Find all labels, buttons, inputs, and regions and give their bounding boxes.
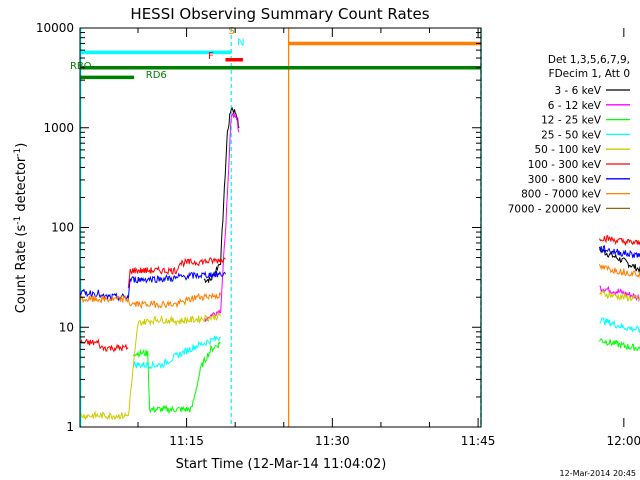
legend-header-decimation: FDecim 1, Att 0 [549,68,630,80]
legend-label-100-300-kev: 100 - 300 keV [528,159,602,171]
series-100-300-kev-segment-2 [127,257,226,289]
timestamp-stamp: 12-Mar-2014 20:45 [560,469,637,478]
legend-label-12-25-kev: 12 - 25 keV [541,115,602,127]
series-800-7000-kev-segment-1 [80,292,222,310]
legend-label-25-50-kev: 25 - 50 keV [541,129,602,141]
x-tick-label-11-15: 11:15 [169,434,204,448]
y-tick-label-1000: 1000 [43,121,74,135]
series-6-12-kev-segment-2 [599,285,640,303]
y-axis-label-mid: detector [14,156,29,216]
flag-label-s-1: S [228,26,234,37]
y-axis-label-sup1: -1 [13,216,23,225]
legend-label-6-12-kev: 6 - 12 keV [548,100,602,112]
y-axis-label-end: ) [14,143,29,148]
series-100-300-kev-segment-1 [80,338,129,353]
series-25-50-kev-segment-1 [132,335,221,370]
series-25-50-kev-segment-2 [599,317,640,334]
y-axis-label-sup2: -1 [13,148,23,157]
series-12-25-kev-segment-2 [599,338,640,352]
y-tick-label-10: 10 [59,320,74,334]
instrument-flags: SN F RBO RD6 [70,26,481,81]
axes: 11010010001000011:1511:3011:4512:0012:15… [36,21,640,448]
series-3-6-kev-segment-2 [599,246,640,273]
y-axis-label-main: Count Rate (s [14,225,29,314]
legend-label-800-7000-kev: 800 - 7000 keV [521,189,602,201]
legend-label-300-800-kev: 300 - 800 keV [528,174,602,186]
legend-header-detectors: Det 1,3,5,6,7,9, [548,54,630,66]
series-12-25-kev-segment-1 [132,340,221,415]
legend-label-7000-20000-kev: 7000 - 20000 keV [508,203,602,215]
legend-label-50-100-kev: 50 - 100 keV [534,144,601,156]
y-tick-label-10000: 10000 [36,21,74,35]
series-800-7000-kev-segment-2 [599,263,640,279]
series-100-300-kev-segment-3 [599,234,640,246]
flag-label-f-3: F [208,51,214,62]
series-3-6-kev-segment-1 [203,106,240,284]
x-tick-label-11-45: 11:45 [461,434,496,448]
flag-label-rd6-5: RD6 [146,70,167,81]
y-axis-label: Count Rate (s-1 detector-1) [13,143,29,314]
series-50-100-kev-segment-2 [599,290,640,303]
series-300-800-kev-segment-2 [599,245,640,259]
x-tick-label-11-30: 11:30 [315,434,350,448]
chart-title: HESSI Observing Summary Count Rates [130,5,429,23]
series-50-100-kev-segment-1 [80,310,222,421]
flag-label-rbo-4: RBO [70,61,92,72]
series-lines [80,106,640,421]
legend-label-3-6-kev: 3 - 6 keV [554,85,601,97]
y-tick-label-1: 1 [66,420,74,434]
legend: Det 1,3,5,6,7,9, FDecim 1, Att 0 3 - 6 keV… [508,54,630,215]
x-axis-label: Start Time (12-Mar-14 11:04:02) [176,457,387,472]
y-tick-label-100: 100 [51,221,74,235]
x-tick-label-12-00: 12:00 [607,434,640,448]
flag-label-n-2: N [237,37,244,48]
